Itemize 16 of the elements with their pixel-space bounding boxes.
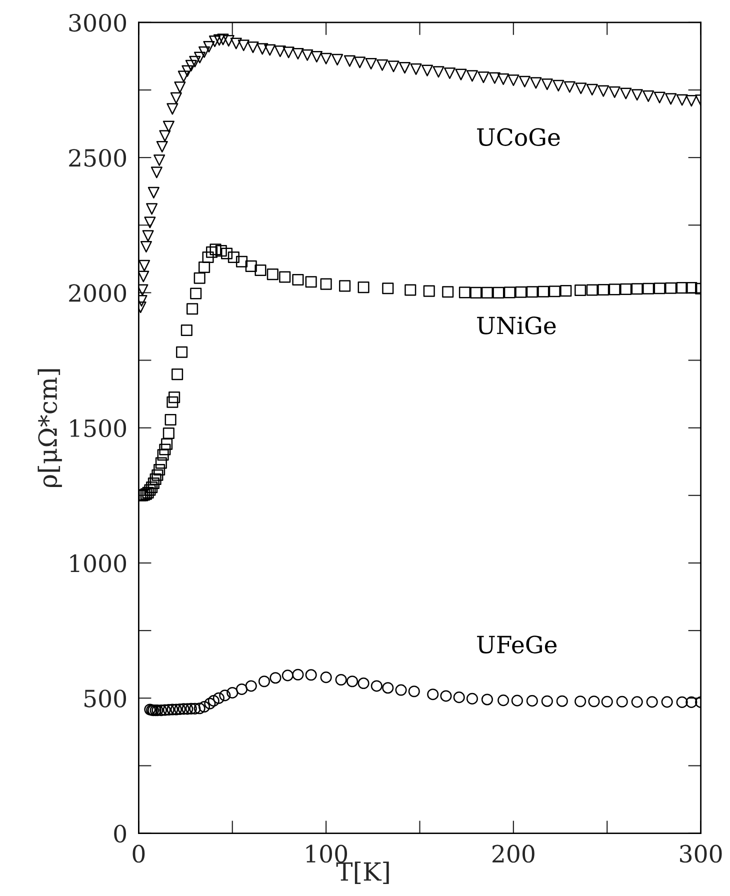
x-axis-title: T[K]: [336, 862, 389, 884]
y-tick-label: 0: [114, 824, 126, 843]
y-tick-label: 2500: [69, 148, 126, 167]
y-tick-label: 2000: [69, 284, 126, 302]
y-tick-label: 1500: [70, 419, 126, 438]
y-axis-title: ρ[μΩ*cm]: [38, 369, 62, 487]
series-label: UCoGe: [477, 128, 560, 146]
x-tick-label: 200: [492, 844, 534, 863]
x-tick-label: 100: [306, 844, 348, 863]
series-label: UFeGe: [477, 636, 557, 654]
y-tick-label: 1000: [70, 554, 126, 572]
y-tick-label: 3000: [69, 14, 126, 32]
x-tick-label: 300: [680, 844, 722, 863]
x-tick-label: 0: [132, 844, 145, 863]
y-tick-label: 500: [84, 690, 126, 708]
series-label: UNiGe: [477, 316, 556, 334]
